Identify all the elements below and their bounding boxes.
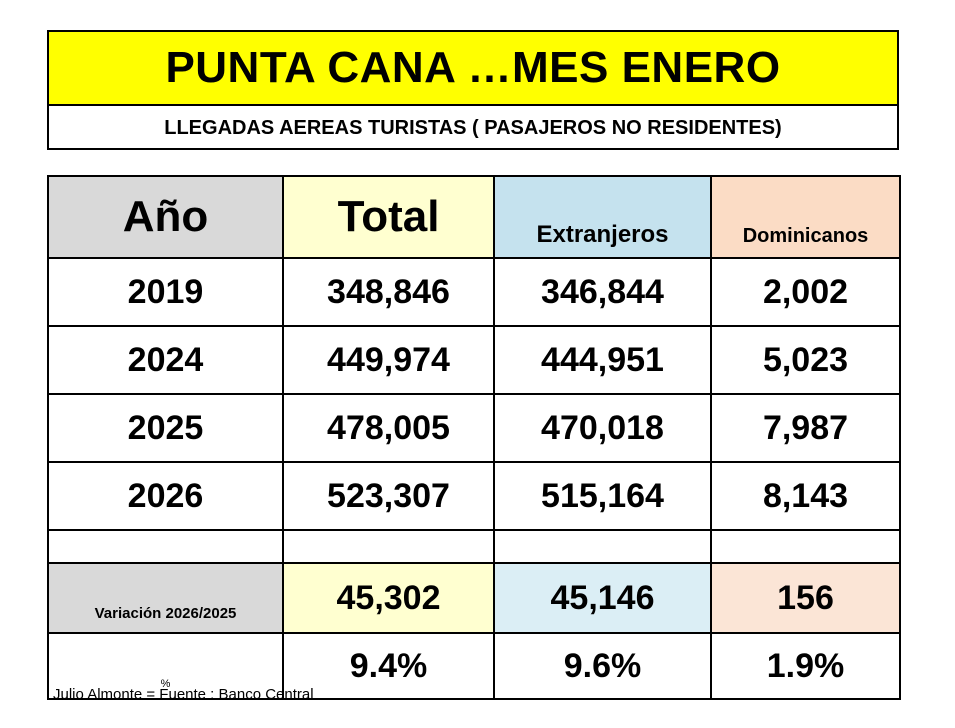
table-row: 2024 449,974 444,951 5,023 — [47, 325, 901, 395]
header-year: Año — [47, 175, 284, 259]
table-row: 2026 523,307 515,164 8,143 — [47, 461, 901, 531]
variation-foreign: 45,146 — [493, 562, 712, 634]
blank-cell — [282, 529, 495, 564]
cell-foreign: 444,951 — [493, 325, 712, 395]
page-title: PUNTA CANA …MES ENERO — [49, 32, 897, 106]
blank-cell — [710, 529, 901, 564]
cell-foreign: 470,018 — [493, 393, 712, 463]
header-dominican: Dominicanos — [710, 175, 901, 259]
title-box: PUNTA CANA …MES ENERO LLEGADAS AEREAS TU… — [47, 30, 899, 150]
cell-foreign: 515,164 — [493, 461, 712, 531]
cell-total: 449,974 — [282, 325, 495, 395]
cell-total: 348,846 — [282, 257, 495, 327]
cell-dominican: 7,987 — [710, 393, 901, 463]
cell-dominican: 5,023 — [710, 325, 901, 395]
variation-total: 45,302 — [282, 562, 495, 634]
variation-row: Variación 2026/2025 45,302 45,146 156 — [47, 562, 901, 634]
cell-dominican: 8,143 — [710, 461, 901, 531]
percent-dominican: 1.9% — [710, 632, 901, 700]
header-total: Total — [282, 175, 495, 259]
source-note: Julio Almonte = Fuente : Banco Central — [53, 686, 314, 703]
header-foreign: Extranjeros — [493, 175, 712, 259]
percent-label: % — [47, 632, 284, 700]
cell-year: 2026 — [47, 461, 284, 531]
cell-year: 2025 — [47, 393, 284, 463]
percent-foreign: 9.6% — [493, 632, 712, 700]
page-subtitle: LLEGADAS AEREAS TURISTAS ( PASAJEROS NO … — [164, 116, 782, 139]
cell-total: 478,005 — [282, 393, 495, 463]
table-row: 2025 478,005 470,018 7,987 — [47, 393, 901, 463]
cell-year: 2019 — [47, 257, 284, 327]
cell-total: 523,307 — [282, 461, 495, 531]
blank-cell — [493, 529, 712, 564]
variation-dominican: 156 — [710, 562, 901, 634]
cell-foreign: 346,844 — [493, 257, 712, 327]
percent-total: 9.4% — [282, 632, 495, 700]
table-header-row: Año Total Extranjeros Dominicanos — [47, 175, 901, 259]
blank-row — [47, 529, 901, 564]
percent-row: % 9.4% 9.6% 1.9% — [47, 632, 901, 700]
variation-label: Variación 2026/2025 — [47, 562, 284, 634]
blank-cell — [47, 529, 284, 564]
table-row: 2019 348,846 346,844 2,002 — [47, 257, 901, 327]
arrivals-table: Año Total Extranjeros Dominicanos 2019 3… — [47, 175, 901, 700]
cell-year: 2024 — [47, 325, 284, 395]
cell-dominican: 2,002 — [710, 257, 901, 327]
